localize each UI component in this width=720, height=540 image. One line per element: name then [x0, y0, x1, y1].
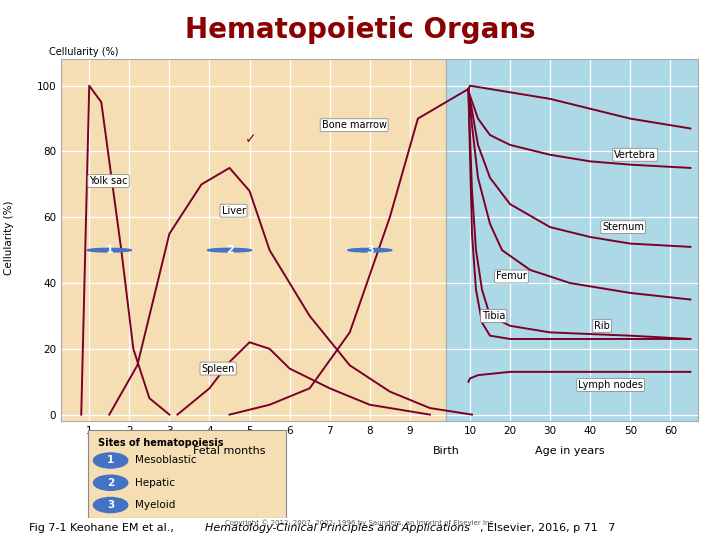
FancyBboxPatch shape: [89, 430, 286, 517]
Text: Yolk sac: Yolk sac: [89, 176, 127, 186]
Bar: [61, 59, 446, 421]
Text: Liver: Liver: [222, 206, 246, 215]
Text: 1: 1: [105, 245, 113, 255]
Text: Sternum: Sternum: [602, 222, 644, 232]
Text: Birth: Birth: [433, 446, 459, 456]
Text: Myeloid: Myeloid: [135, 500, 175, 510]
Text: 3: 3: [107, 500, 114, 510]
Text: Spleen: Spleen: [202, 363, 235, 374]
Text: , Elsevier, 2016, p 71   7: , Elsevier, 2016, p 71 7: [480, 523, 616, 533]
Text: Mesoblastic: Mesoblastic: [135, 455, 197, 465]
Circle shape: [94, 475, 127, 490]
Text: Sites of hematopoiesis: Sites of hematopoiesis: [99, 438, 224, 448]
Circle shape: [348, 248, 392, 252]
Text: Lymph nodes: Lymph nodes: [578, 380, 643, 390]
Text: 3: 3: [366, 245, 374, 255]
Text: Age in years: Age in years: [536, 446, 605, 456]
Text: 1: 1: [107, 455, 114, 465]
Text: $\checkmark$: $\checkmark$: [244, 131, 255, 145]
Text: Cellularity (%): Cellularity (%): [49, 46, 119, 57]
Text: Hepatic: Hepatic: [135, 478, 175, 488]
Text: 2: 2: [107, 478, 114, 488]
Text: 2: 2: [225, 245, 233, 255]
Text: Vertebra: Vertebra: [614, 150, 656, 160]
Text: Copyright © 2012, 2007, 2002, 1996 by Saunders, an Imprint of Elsevier Inc.: Copyright © 2012, 2007, 2002, 1996 by Sa…: [225, 519, 495, 526]
Text: Fetal months: Fetal months: [193, 446, 266, 456]
Text: Rib: Rib: [594, 321, 610, 331]
Bar: [446, 59, 698, 421]
Text: Cellularity (%): Cellularity (%): [4, 200, 14, 275]
Circle shape: [207, 248, 251, 252]
Text: Hematology-Clinical Principles and Applications: Hematology-Clinical Principles and Appli…: [205, 523, 470, 533]
Text: Bone marrow: Bone marrow: [322, 120, 387, 130]
Text: Tibia: Tibia: [482, 311, 505, 321]
Text: Fig 7-1 Keohane EM et al.,: Fig 7-1 Keohane EM et al.,: [29, 523, 177, 533]
Circle shape: [87, 248, 131, 252]
Text: Hematopoietic Organs: Hematopoietic Organs: [185, 16, 535, 44]
Text: Femur: Femur: [496, 272, 527, 281]
Circle shape: [94, 497, 127, 512]
Circle shape: [94, 453, 127, 468]
